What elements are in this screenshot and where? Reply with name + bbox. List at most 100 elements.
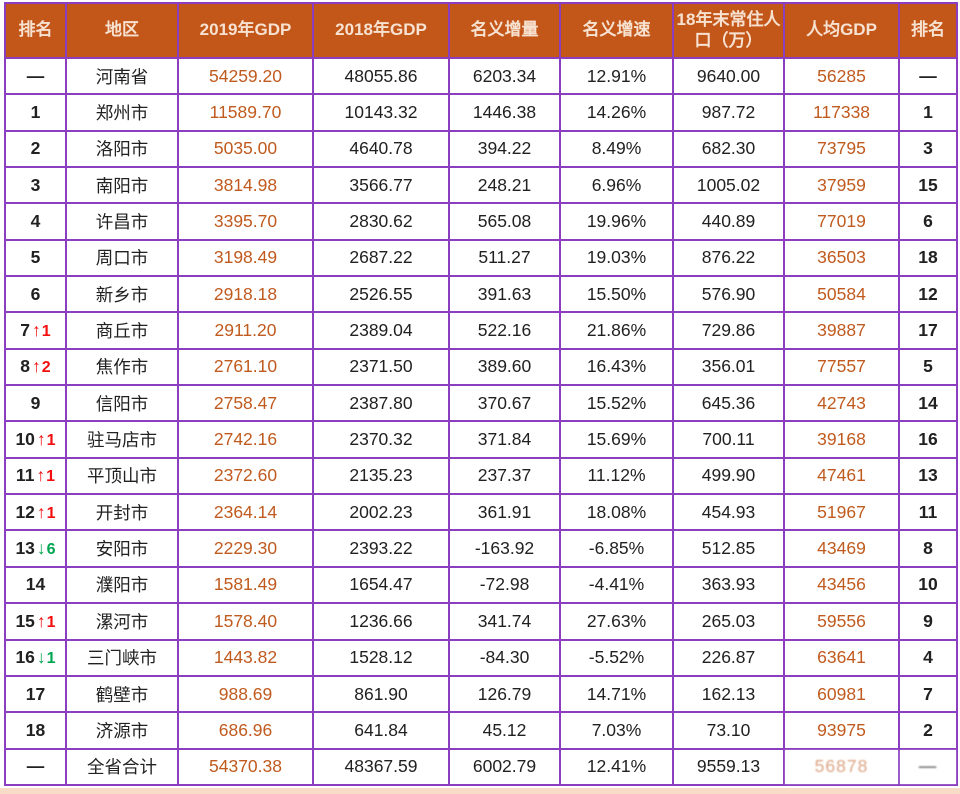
header-row: 排名 地区 2019年GDP 2018年GDP 名义增量 名义增速 18年末常住…	[4, 2, 958, 59]
population-cell: 576.90	[672, 275, 785, 314]
rank-cell: 16 ↓1	[4, 638, 67, 677]
table-row: 18 济源市 686.96 641.84 45.12 7.03% 73.10 93975 2	[4, 711, 958, 750]
up-arrow-icon: ↑	[36, 429, 46, 450]
growth-cell: 12.41%	[559, 747, 674, 787]
rank-value: 9	[30, 392, 41, 413]
rank-cell: 6	[4, 275, 67, 314]
rank-value: 7	[20, 320, 31, 341]
rank-cell: 14	[4, 565, 67, 605]
per-capita-cell: 47461	[783, 456, 900, 496]
rank-change-value: 6	[46, 541, 56, 559]
gdp-2019-cell: 3814.98	[177, 166, 314, 205]
growth-cell: 16.43%	[559, 347, 674, 387]
gdp-2018-cell: 4640.78	[312, 129, 450, 169]
rank-change-value: 1	[46, 650, 56, 668]
population-cell: 162.13	[672, 674, 785, 714]
increment-cell: 394.22	[448, 129, 561, 169]
rank-value: 3	[30, 174, 41, 195]
per-capita-rank-cell: 6	[898, 202, 958, 241]
growth-cell: 19.03%	[559, 238, 674, 278]
increment-cell: 248.21	[448, 166, 561, 205]
column-header-population: 18年末常住人口（万）	[672, 2, 785, 59]
growth-cell: 6.96%	[559, 166, 674, 205]
per-capita-rank-cell: —	[898, 56, 958, 96]
gdp-2018-cell: 48367.59	[312, 747, 450, 787]
growth-cell: 15.69%	[559, 420, 674, 459]
growth-cell: 15.50%	[559, 275, 674, 314]
increment-cell: 391.63	[448, 275, 561, 314]
rank-cell: 11 ↑1	[4, 456, 67, 496]
table-row: 10 ↑1 驻马店市 2742.16 2370.32 371.84 15.69% 700.11…	[4, 420, 958, 459]
rank-cell: 10 ↑1	[4, 420, 67, 459]
table-row: 2 洛阳市 5035.00 4640.78 394.22 8.49% 682.30 73795…	[4, 129, 958, 169]
rank-change-value: 1	[46, 504, 56, 522]
rank-value: 16	[15, 647, 35, 668]
gdp-2018-cell: 2370.32	[312, 420, 450, 459]
up-arrow-icon: ↑	[36, 610, 46, 631]
increment-cell: 371.84	[448, 420, 561, 459]
rank-cell: —	[4, 747, 67, 787]
gdp-2018-cell: 2687.22	[312, 238, 450, 278]
per-capita-cell: 73795	[783, 129, 900, 169]
rank-cell: 2	[4, 129, 67, 169]
gdp-2019-cell: 5035.00	[177, 129, 314, 169]
growth-cell: 12.91%	[559, 56, 674, 96]
population-cell: 645.36	[672, 384, 785, 423]
increment-cell: 511.27	[448, 238, 561, 278]
gdp-2019-cell: 3395.70	[177, 202, 314, 241]
table-row: 6 新乡市 2918.18 2526.55 391.63 15.50% 576.90 5058…	[4, 275, 958, 314]
population-cell: 363.93	[672, 565, 785, 605]
per-capita-cell: 36503	[783, 238, 900, 278]
per-capita-rank-cell: 4	[898, 638, 958, 677]
gdp-2019-cell: 3198.49	[177, 238, 314, 278]
population-cell: 265.03	[672, 602, 785, 641]
gdp-2019-cell: 988.69	[177, 674, 314, 714]
rank-cell: 4	[4, 202, 67, 241]
rank-cell: 9	[4, 384, 67, 423]
rank-cell: 13 ↓6	[4, 529, 67, 568]
per-capita-rank-cell: 2	[898, 711, 958, 750]
region-cell: 安阳市	[65, 529, 179, 568]
column-header-increment: 名义增量	[448, 2, 561, 59]
up-arrow-icon: ↑	[36, 501, 46, 522]
growth-cell: 14.26%	[559, 93, 674, 132]
rank-change-value: 1	[46, 613, 56, 631]
growth-cell: 11.12%	[559, 456, 674, 496]
up-arrow-icon: ↑	[32, 356, 41, 377]
increment-cell: 361.91	[448, 493, 561, 532]
population-cell: 9640.00	[672, 56, 785, 96]
gdp-2019-cell: 2911.20	[177, 311, 314, 350]
rank-value: 4	[30, 211, 41, 232]
population-cell: 682.30	[672, 129, 785, 169]
per-capita-cell: 51967	[783, 493, 900, 532]
increment-cell: 126.79	[448, 674, 561, 714]
population-cell: 73.10	[672, 711, 785, 750]
rank-value: —	[26, 65, 45, 86]
region-cell: 郑州市	[65, 93, 179, 132]
growth-cell: 15.52%	[559, 384, 674, 423]
region-cell: 全省合计	[65, 747, 179, 787]
rank-value: 12	[15, 501, 35, 522]
gdp-2018-cell: 2389.04	[312, 311, 450, 350]
table-row: — 全省合计 54370.38 48367.59 6002.79 12.41% 9559.1…	[4, 747, 958, 787]
population-cell: 729.86	[672, 311, 785, 350]
column-header-region: 地区	[65, 2, 179, 59]
increment-cell: -163.92	[448, 529, 561, 568]
rank-cell: 17	[4, 674, 67, 714]
up-arrow-icon: ↑	[32, 320, 41, 341]
gdp-2019-cell: 54259.20	[177, 56, 314, 96]
population-cell: 9559.13	[672, 747, 785, 787]
population-cell: 876.22	[672, 238, 785, 278]
population-cell: 356.01	[672, 347, 785, 387]
rank-value: 5	[30, 247, 41, 268]
per-capita-rank-cell: 8	[898, 529, 958, 568]
gdp-2018-cell: 2387.80	[312, 384, 450, 423]
rank-cell: 7 ↑1	[4, 311, 67, 350]
per-capita-cell: 43469	[783, 529, 900, 568]
gdp-2018-cell: 641.84	[312, 711, 450, 750]
growth-cell: -4.41%	[559, 565, 674, 605]
rank-change-value: 1	[41, 323, 51, 341]
region-cell: 许昌市	[65, 202, 179, 241]
gdp-2019-cell: 2761.10	[177, 347, 314, 387]
